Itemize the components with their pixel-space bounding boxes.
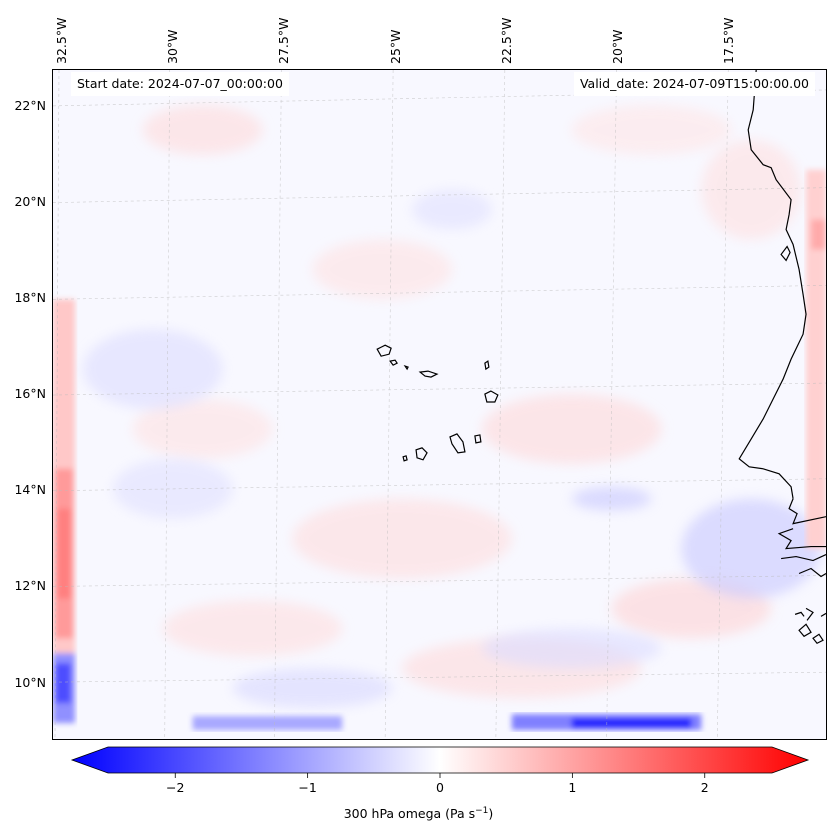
colorbar: −2 −1 0 1 2 (70, 746, 810, 795)
lon-label-17-5w: 17.5°W (721, 17, 736, 64)
cape-verde-islands (376, 344, 499, 462)
coast-mauritania-senegal (738, 70, 807, 499)
lat-label-12n: 12°N (14, 578, 46, 593)
lon-label-32-5w: 32.5°W (54, 17, 69, 64)
lat-label-10n: 10°N (14, 675, 46, 690)
lon-label-20w: 20°W (610, 29, 625, 64)
coast-gambia-guinea (777, 498, 826, 645)
island-santo-antao (376, 344, 392, 357)
african-coastline (738, 70, 826, 645)
lat-label-20n: 20°N (14, 194, 46, 209)
graticule (53, 70, 826, 739)
lat-label-22n: 22°N (14, 98, 46, 113)
colorbar-label-prefix: 300 hPa omega (Pa s (343, 806, 476, 822)
colorbar-tick-label: 1 (568, 780, 576, 795)
omega-field-map (53, 70, 826, 739)
colorbar-label: 300 hPa omega (Pa s−1) (0, 806, 837, 821)
lat-label-18n: 18°N (14, 290, 46, 305)
colorbar-tick-label: 2 (701, 780, 709, 795)
island-fogo (415, 447, 428, 461)
right-edge-band (806, 169, 826, 549)
island-maio (474, 434, 482, 444)
island-brava (402, 455, 408, 462)
lon-label-27-5w: 27.5°W (276, 17, 291, 64)
lon-label-30w: 30°W (165, 29, 180, 64)
island-santiago (449, 433, 466, 454)
colorbar-label-suffix: ) (488, 806, 494, 822)
lon-label-22-5w: 22.5°W (499, 17, 514, 64)
island-boa-vista (484, 390, 499, 403)
lon-label-25w: 25°W (388, 29, 403, 64)
island-sao-vicente (389, 359, 398, 366)
colorbar-label-exponent: −1 (475, 806, 489, 816)
map-panel (52, 69, 827, 740)
island-sal (484, 360, 490, 371)
lat-label-16n: 16°N (14, 386, 46, 401)
left-edge-band (53, 299, 75, 724)
colorbar-tick-label: 0 (436, 780, 444, 795)
colorbar-tick-label: −1 (298, 780, 316, 795)
lat-label-14n: 14°N (14, 482, 46, 497)
valid-date-label: Valid_date: 2024-07-09T15:00:00.00 (573, 72, 815, 96)
colorbar-tick-label: −2 (166, 780, 184, 795)
island-sao-nicolau (418, 370, 439, 378)
coast-cap-vert (780, 245, 791, 262)
colorbar-ticks: −2 −1 0 1 2 (166, 773, 709, 795)
colorbar-body (70, 746, 810, 774)
start-date-label: Start date: 2024-07-07_00:00:00 (71, 72, 289, 96)
island-santa-luzia (403, 364, 409, 371)
